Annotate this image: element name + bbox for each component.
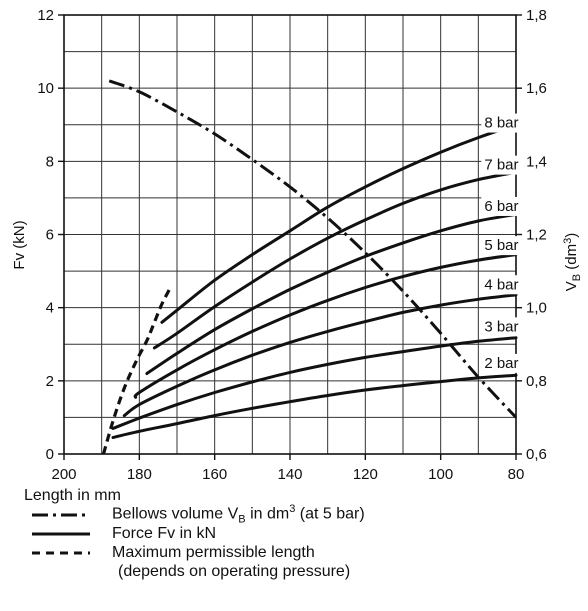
legend-swatch: [32, 513, 90, 516]
legend-text: Maximum permissible length: [112, 544, 315, 561]
curves: [101, 79, 518, 455]
y-left-tick-label: 6: [46, 227, 54, 244]
force-curve-2-bar: [111, 373, 518, 439]
bellows-volume-curve: [108, 79, 518, 419]
curve-label: 8 bar: [484, 115, 518, 132]
curve-label: 6 bar: [484, 198, 518, 215]
force-curve-5-bar: [133, 253, 518, 399]
y-left-tick-label: 10: [37, 80, 54, 97]
curve-label: 7 bar: [484, 157, 518, 174]
y-right-tick-label: 1,6: [526, 80, 547, 97]
force-volume-chart: 200 180 160 140 120 100 80 0 2 4 6 8 10 12 0,6 0,8 1,0 1,…: [11, 7, 583, 480]
legend-item-dashed: Maximum permissible length: [24, 543, 365, 562]
y-axis-right-label: VB (dm3): [562, 233, 583, 291]
force-curve-3-bar: [111, 336, 518, 430]
legend-swatch: [32, 551, 90, 554]
curve-label-bg: [481, 236, 528, 256]
x-tick-label: 200: [51, 466, 76, 480]
x-tick-label: 120: [353, 466, 378, 480]
curve-label-bg: [481, 113, 528, 133]
legend-text: Bellows volume VB in dm3 (at 5 bar): [112, 502, 365, 526]
y-left-tick-label: 4: [46, 300, 54, 317]
curve-label: 5 bar: [484, 237, 518, 254]
y-left-tick-label: 8: [46, 153, 54, 170]
legend: Length in mm Bellows volume VB in dm3 (a…: [24, 486, 365, 581]
y-left-tick-label: 2: [46, 373, 54, 390]
x-tick-label: 80: [508, 466, 525, 480]
x-tick-label: 100: [428, 466, 453, 480]
legend-items: Bellows volume VB in dm3 (at 5 bar) Force…: [24, 503, 365, 562]
x-tick-label: 180: [127, 466, 152, 480]
legend-text: Force Fv in kN: [112, 525, 217, 542]
curve-label-bg: [481, 353, 528, 373]
curve-label-bg: [481, 196, 528, 216]
tick-labels: 200 180 160 140 120 100 80 0 2 4 6 8 10 12 0,6 0,8 1,0 1,…: [37, 7, 547, 480]
curve-label: 4 bar: [484, 276, 518, 293]
y-right-tick-label: 1,2: [526, 227, 547, 244]
curve-label-bg: [481, 275, 528, 295]
max-length-curve: [101, 284, 173, 455]
y-left-tick-label: 12: [37, 7, 54, 24]
force-curve-8-bar: [160, 123, 518, 324]
y-axis-left-label: Fv (kN): [11, 220, 28, 269]
force-curve-4-bar: [122, 293, 518, 418]
y-right-tick-label: 0,6: [526, 446, 547, 463]
legend-item-solid: Force Fv in kN: [24, 524, 365, 543]
y-right-tick-label: 1,4: [526, 153, 547, 170]
x-tick-label: 160: [202, 466, 227, 480]
y-right-tick-label: 0,8: [526, 373, 547, 390]
curve-label: 3 bar: [484, 318, 518, 335]
curve-label-bg: [481, 317, 528, 337]
y-right-tick-label: 1,0: [526, 300, 547, 317]
x-tick-label: 140: [277, 466, 302, 480]
curve-label: 2 bar: [484, 355, 518, 372]
legend-note: (depends on operating pressure): [118, 563, 351, 580]
force-curve-7-bar: [152, 170, 518, 350]
curve-labels: 2 bar 3 bar 4 bar 5 bar 6 bar 7 bar 8 bar: [481, 113, 528, 373]
force-curve-6-bar: [145, 212, 518, 375]
y-left-tick-label: 0: [46, 446, 54, 463]
curve-label-bg: [481, 155, 528, 175]
grid: [63, 14, 517, 455]
x-axis-label: Length in mm: [24, 487, 121, 504]
legend-item-dashdot: Bellows volume VB in dm3 (at 5 bar): [24, 503, 365, 525]
legend-swatch: [32, 532, 90, 535]
y-right-tick-label: 1,8: [526, 7, 547, 24]
